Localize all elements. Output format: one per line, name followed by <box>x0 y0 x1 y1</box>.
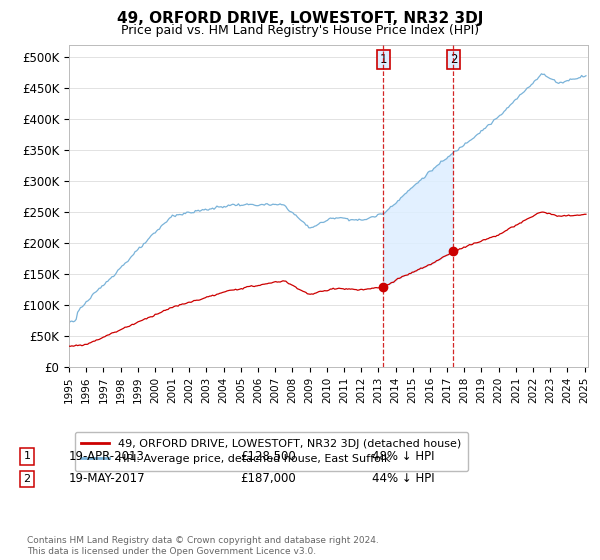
Text: 2: 2 <box>449 53 457 66</box>
Text: 19-APR-2013: 19-APR-2013 <box>69 450 145 463</box>
Text: 49, ORFORD DRIVE, LOWESTOFT, NR32 3DJ: 49, ORFORD DRIVE, LOWESTOFT, NR32 3DJ <box>117 11 483 26</box>
Text: £187,000: £187,000 <box>240 472 296 486</box>
Text: 48% ↓ HPI: 48% ↓ HPI <box>372 450 434 463</box>
Text: 2: 2 <box>23 474 31 484</box>
Legend: 49, ORFORD DRIVE, LOWESTOFT, NR32 3DJ (detached house), HPI: Average price, deta: 49, ORFORD DRIVE, LOWESTOFT, NR32 3DJ (d… <box>74 432 468 471</box>
Text: 44% ↓ HPI: 44% ↓ HPI <box>372 472 434 486</box>
Text: Price paid vs. HM Land Registry's House Price Index (HPI): Price paid vs. HM Land Registry's House … <box>121 24 479 37</box>
Text: 1: 1 <box>380 53 387 66</box>
Text: 1: 1 <box>23 451 31 461</box>
Text: 19-MAY-2017: 19-MAY-2017 <box>69 472 146 486</box>
Text: £128,500: £128,500 <box>240 450 296 463</box>
Text: Contains HM Land Registry data © Crown copyright and database right 2024.
This d: Contains HM Land Registry data © Crown c… <box>27 536 379 556</box>
